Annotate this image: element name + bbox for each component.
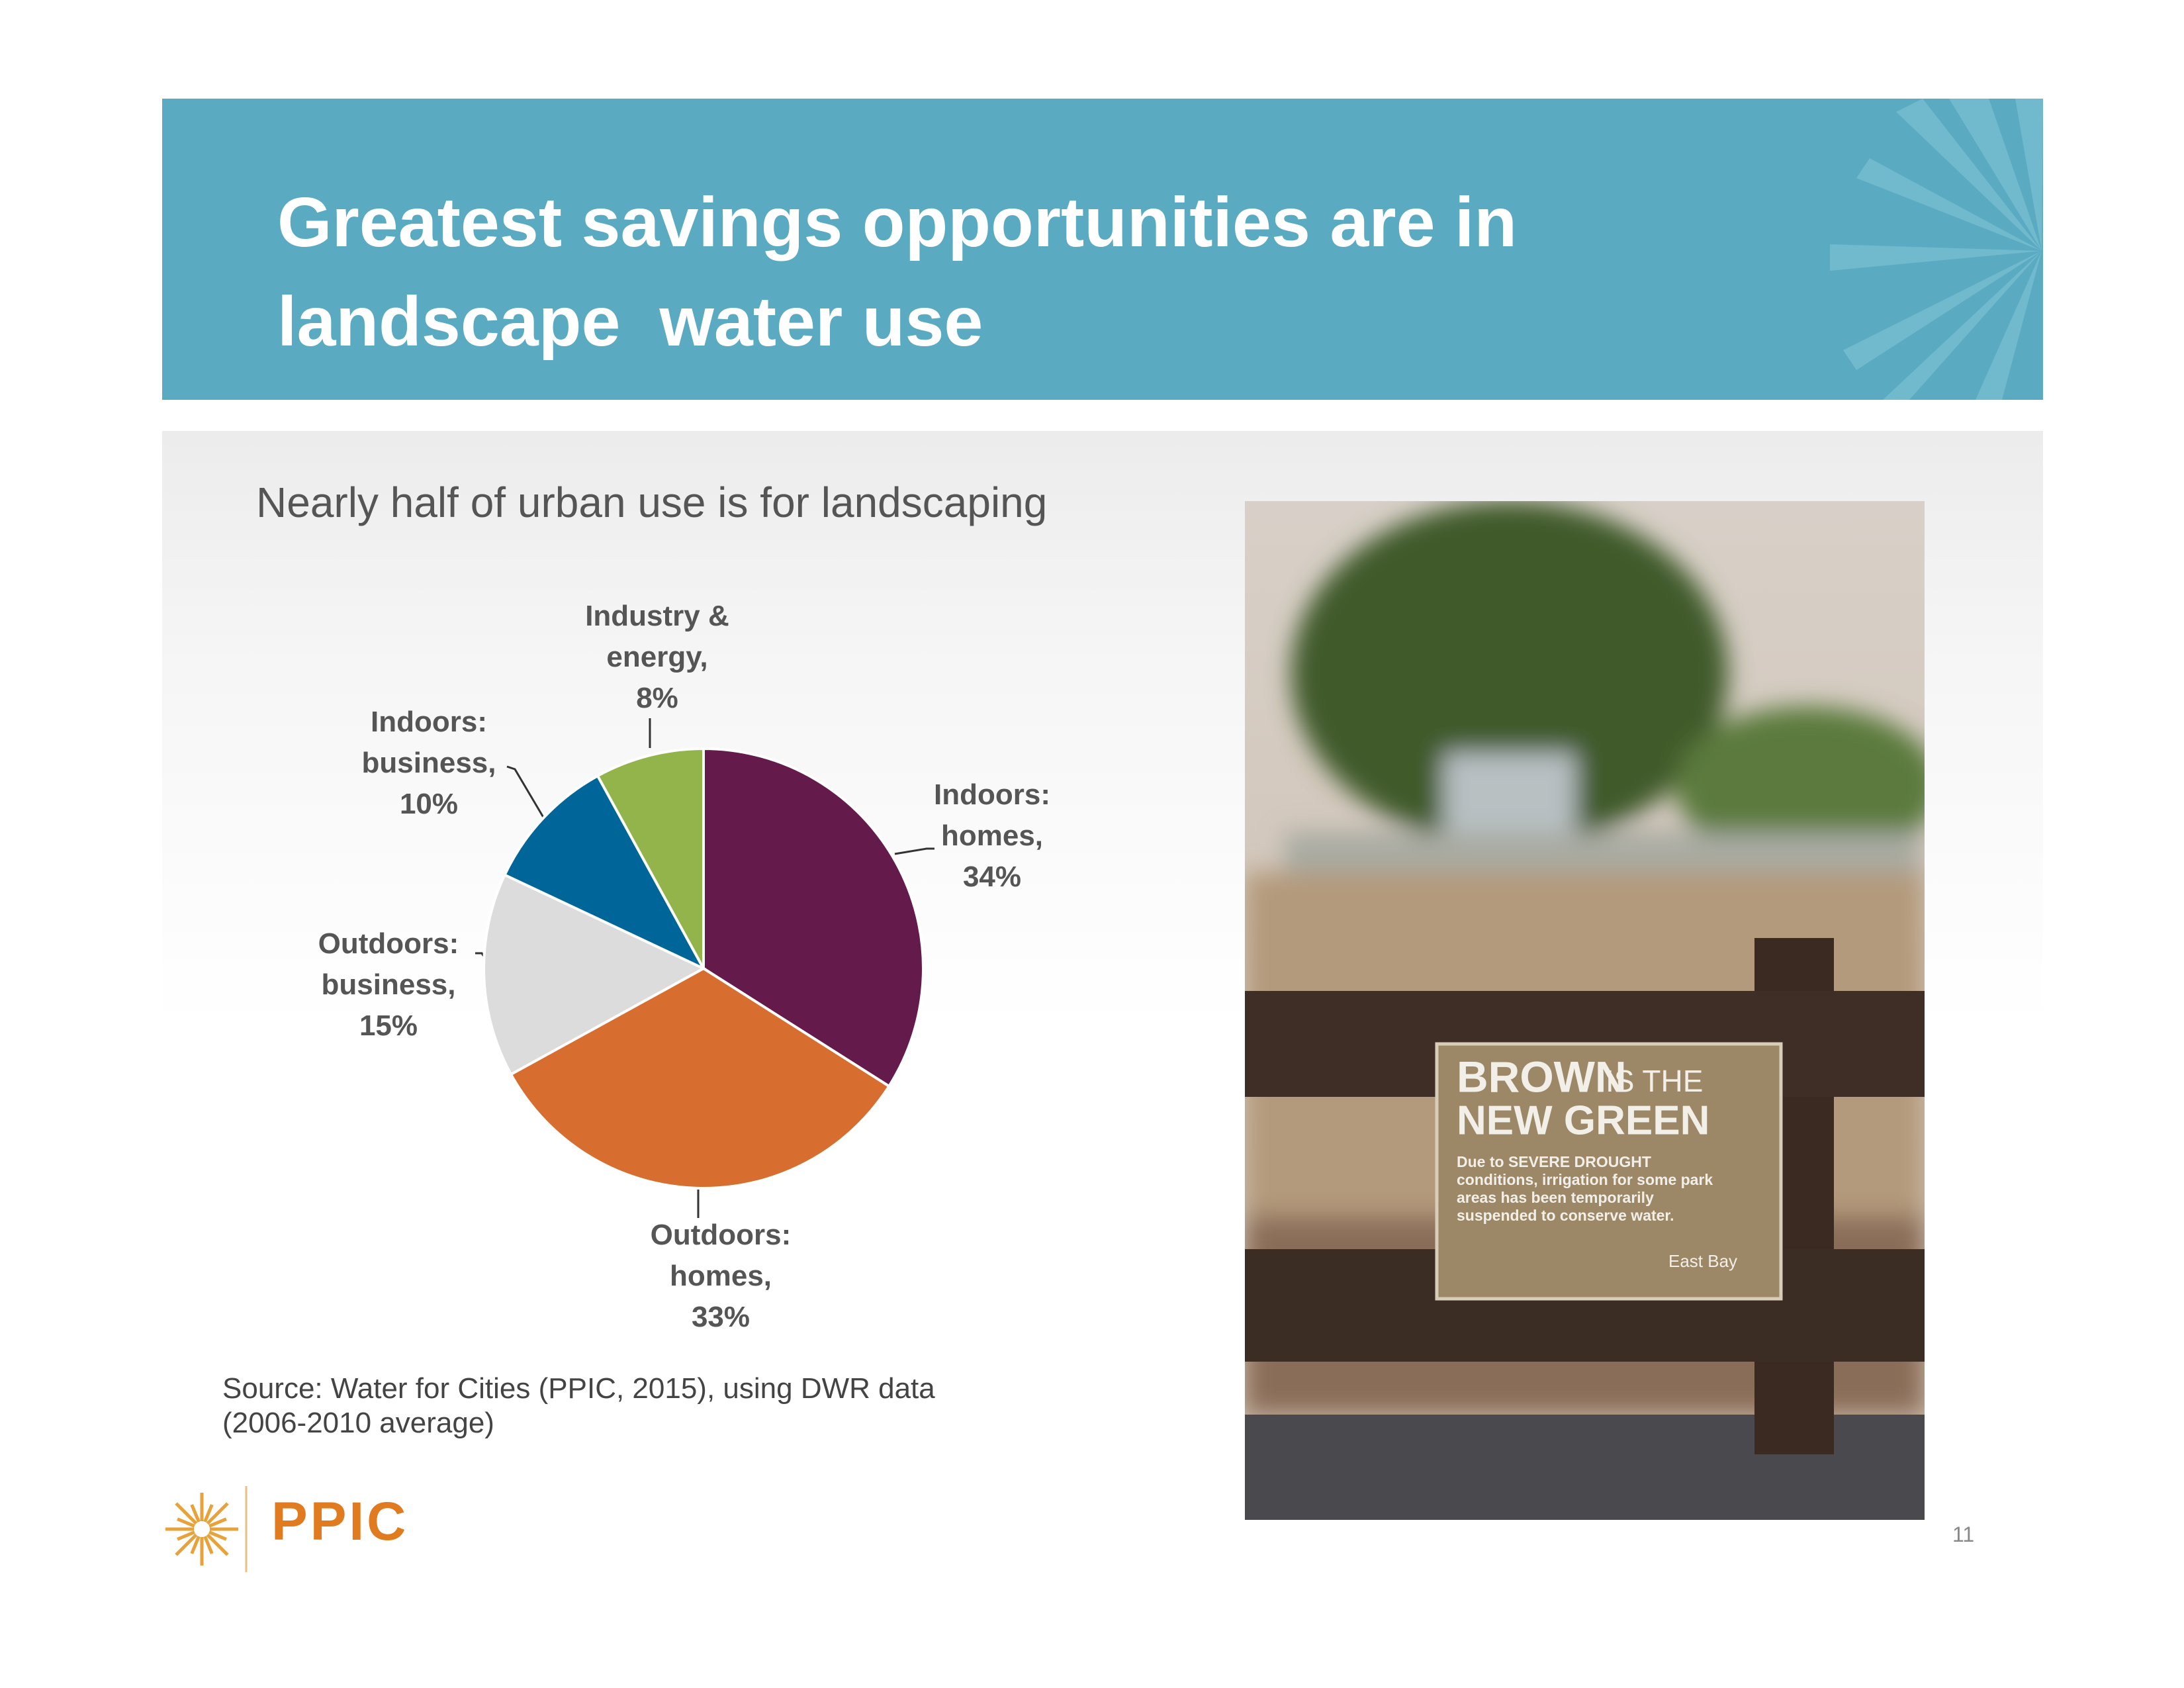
slice-label: Outdoors: homes, 33% xyxy=(645,1215,797,1338)
slice-category: Outdoors: homes, xyxy=(650,1219,792,1292)
pie-slice xyxy=(596,747,705,969)
pie-chart xyxy=(475,718,934,1218)
sun-ray xyxy=(206,1502,229,1525)
slice-label: Indoors: business, 10% xyxy=(349,702,508,825)
slice-category: Indoors: homes, xyxy=(934,778,1050,852)
leader-lines xyxy=(475,718,934,1218)
slice-value: 10% xyxy=(399,788,459,820)
sun-ray xyxy=(177,1517,195,1528)
slice-value: 8% xyxy=(636,682,678,714)
sun-ray xyxy=(208,1517,227,1528)
slice-label: Outdoors: business, 15% xyxy=(302,923,475,1047)
sign: BROWN IS THE NEW GREEN Due to SEVERE DRO… xyxy=(1457,1052,1737,1270)
slice-value: 34% xyxy=(962,861,1022,893)
sun-ray xyxy=(190,1536,201,1554)
logo-sun xyxy=(165,1486,248,1572)
page-number: 11 xyxy=(1952,1523,1975,1546)
sign-text: East Bay xyxy=(1668,1251,1737,1271)
slice-category: Indoors: business, xyxy=(361,706,496,779)
sun-ray xyxy=(175,1533,198,1556)
sign-text: BROWN xyxy=(1457,1052,1627,1101)
slice-label: Industry & energy, 8% xyxy=(571,596,743,719)
photo: BROWN IS THE NEW GREEN Due to SEVERE DRO… xyxy=(1245,501,1925,1520)
header-band: Greatest savings opportunities are in la… xyxy=(162,99,2043,400)
sign-body: Due to SEVERE DROUGHT conditions, irriga… xyxy=(1457,1153,1713,1224)
logo: PPIC xyxy=(271,1491,409,1552)
sun-ray xyxy=(203,1536,214,1554)
sign-text: IS THE xyxy=(1606,1064,1703,1098)
slice-value: 15% xyxy=(359,1009,418,1042)
header-decoration xyxy=(1830,99,2043,400)
pie-slice xyxy=(482,872,707,1076)
pie-slice xyxy=(502,774,707,972)
slice-value: 33% xyxy=(691,1301,751,1333)
sun-ray xyxy=(208,1530,227,1541)
chart-subtitle: Nearly half of urban use is for landscap… xyxy=(256,479,1048,526)
sign-text: NEW GREEN xyxy=(1457,1098,1709,1143)
sun-ray xyxy=(190,1504,201,1523)
source-note: Source: Water for Cities (PPIC, 2015), u… xyxy=(222,1372,935,1439)
sun-ray xyxy=(203,1504,214,1523)
title: Greatest savings opportunities are in la… xyxy=(277,183,1537,361)
sun-ray xyxy=(177,1530,195,1541)
slice-category: Outdoors: business, xyxy=(318,927,459,1001)
sun-ray xyxy=(175,1502,198,1525)
slice-category: Industry & energy, xyxy=(585,600,729,673)
slice-label: Indoors: homes, 34% xyxy=(916,774,1068,898)
sun-ray xyxy=(206,1533,229,1556)
